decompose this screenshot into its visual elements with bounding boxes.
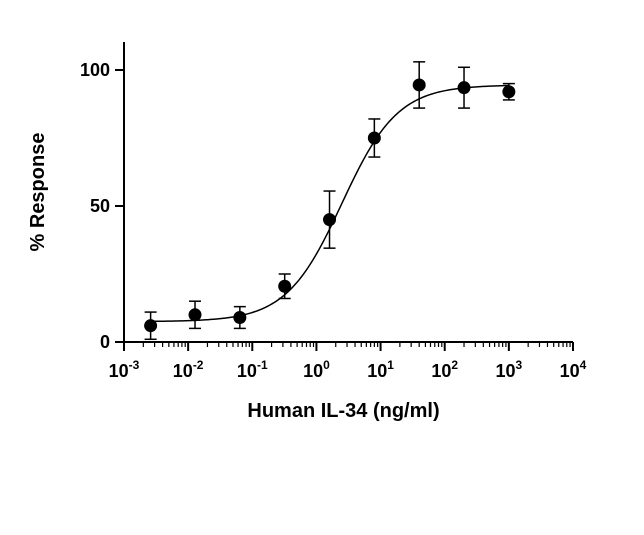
y-axis-title: % Response [27, 133, 49, 252]
data-point [323, 213, 337, 227]
x-tick-exponent: -3 [129, 358, 140, 372]
data-point [278, 279, 292, 293]
axes [123, 42, 573, 343]
x-tick-base: 10 [495, 361, 515, 381]
x-tick-base: 10 [367, 361, 387, 381]
y-tick-label: 0 [100, 332, 110, 352]
data-point [144, 319, 158, 333]
x-tick-label: 10-1 [237, 358, 268, 381]
x-tick-label: 101 [367, 358, 394, 381]
x-tick-exponent: 2 [451, 358, 458, 372]
x-axis-title: Human IL-34 (ng/ml) [247, 400, 439, 422]
data-points [144, 78, 516, 333]
x-tick-base: 10 [431, 361, 451, 381]
x-tick-exponent: -1 [257, 358, 268, 372]
error-bars [144, 61, 515, 341]
x-tick-exponent: 3 [516, 358, 523, 372]
x-tick-base: 10 [173, 361, 193, 381]
data-point [502, 85, 516, 99]
y-ticks: 0 50 100 [80, 60, 124, 352]
x-tick-label: 100 [303, 358, 330, 381]
data-point [367, 131, 381, 145]
x-tick-exponent: 0 [323, 358, 330, 372]
data-point [188, 308, 202, 322]
x-tick-label: 102 [431, 358, 458, 381]
x-tick-label: 103 [495, 358, 522, 381]
x-tick-exponent: 4 [580, 358, 587, 372]
y-tick-label: 50 [90, 196, 110, 216]
y-tick-label: 100 [80, 60, 110, 80]
x-tick-label: 10-3 [109, 358, 140, 381]
x-tick-base: 10 [109, 361, 129, 381]
x-tick-base: 10 [560, 361, 580, 381]
data-point [233, 311, 247, 325]
x-tick-label: 10-2 [173, 358, 204, 381]
x-tick-exponent: 1 [387, 358, 394, 372]
data-point [412, 78, 426, 92]
x-tick-base: 10 [237, 361, 257, 381]
x-tick-exponent: -2 [193, 358, 204, 372]
x-tick-label: 104 [560, 358, 587, 381]
data-point [457, 81, 471, 95]
x-ticks: 10-3 10-2 10-1 100 101 102 103 104 [109, 342, 587, 381]
x-tick-base: 10 [303, 361, 323, 381]
